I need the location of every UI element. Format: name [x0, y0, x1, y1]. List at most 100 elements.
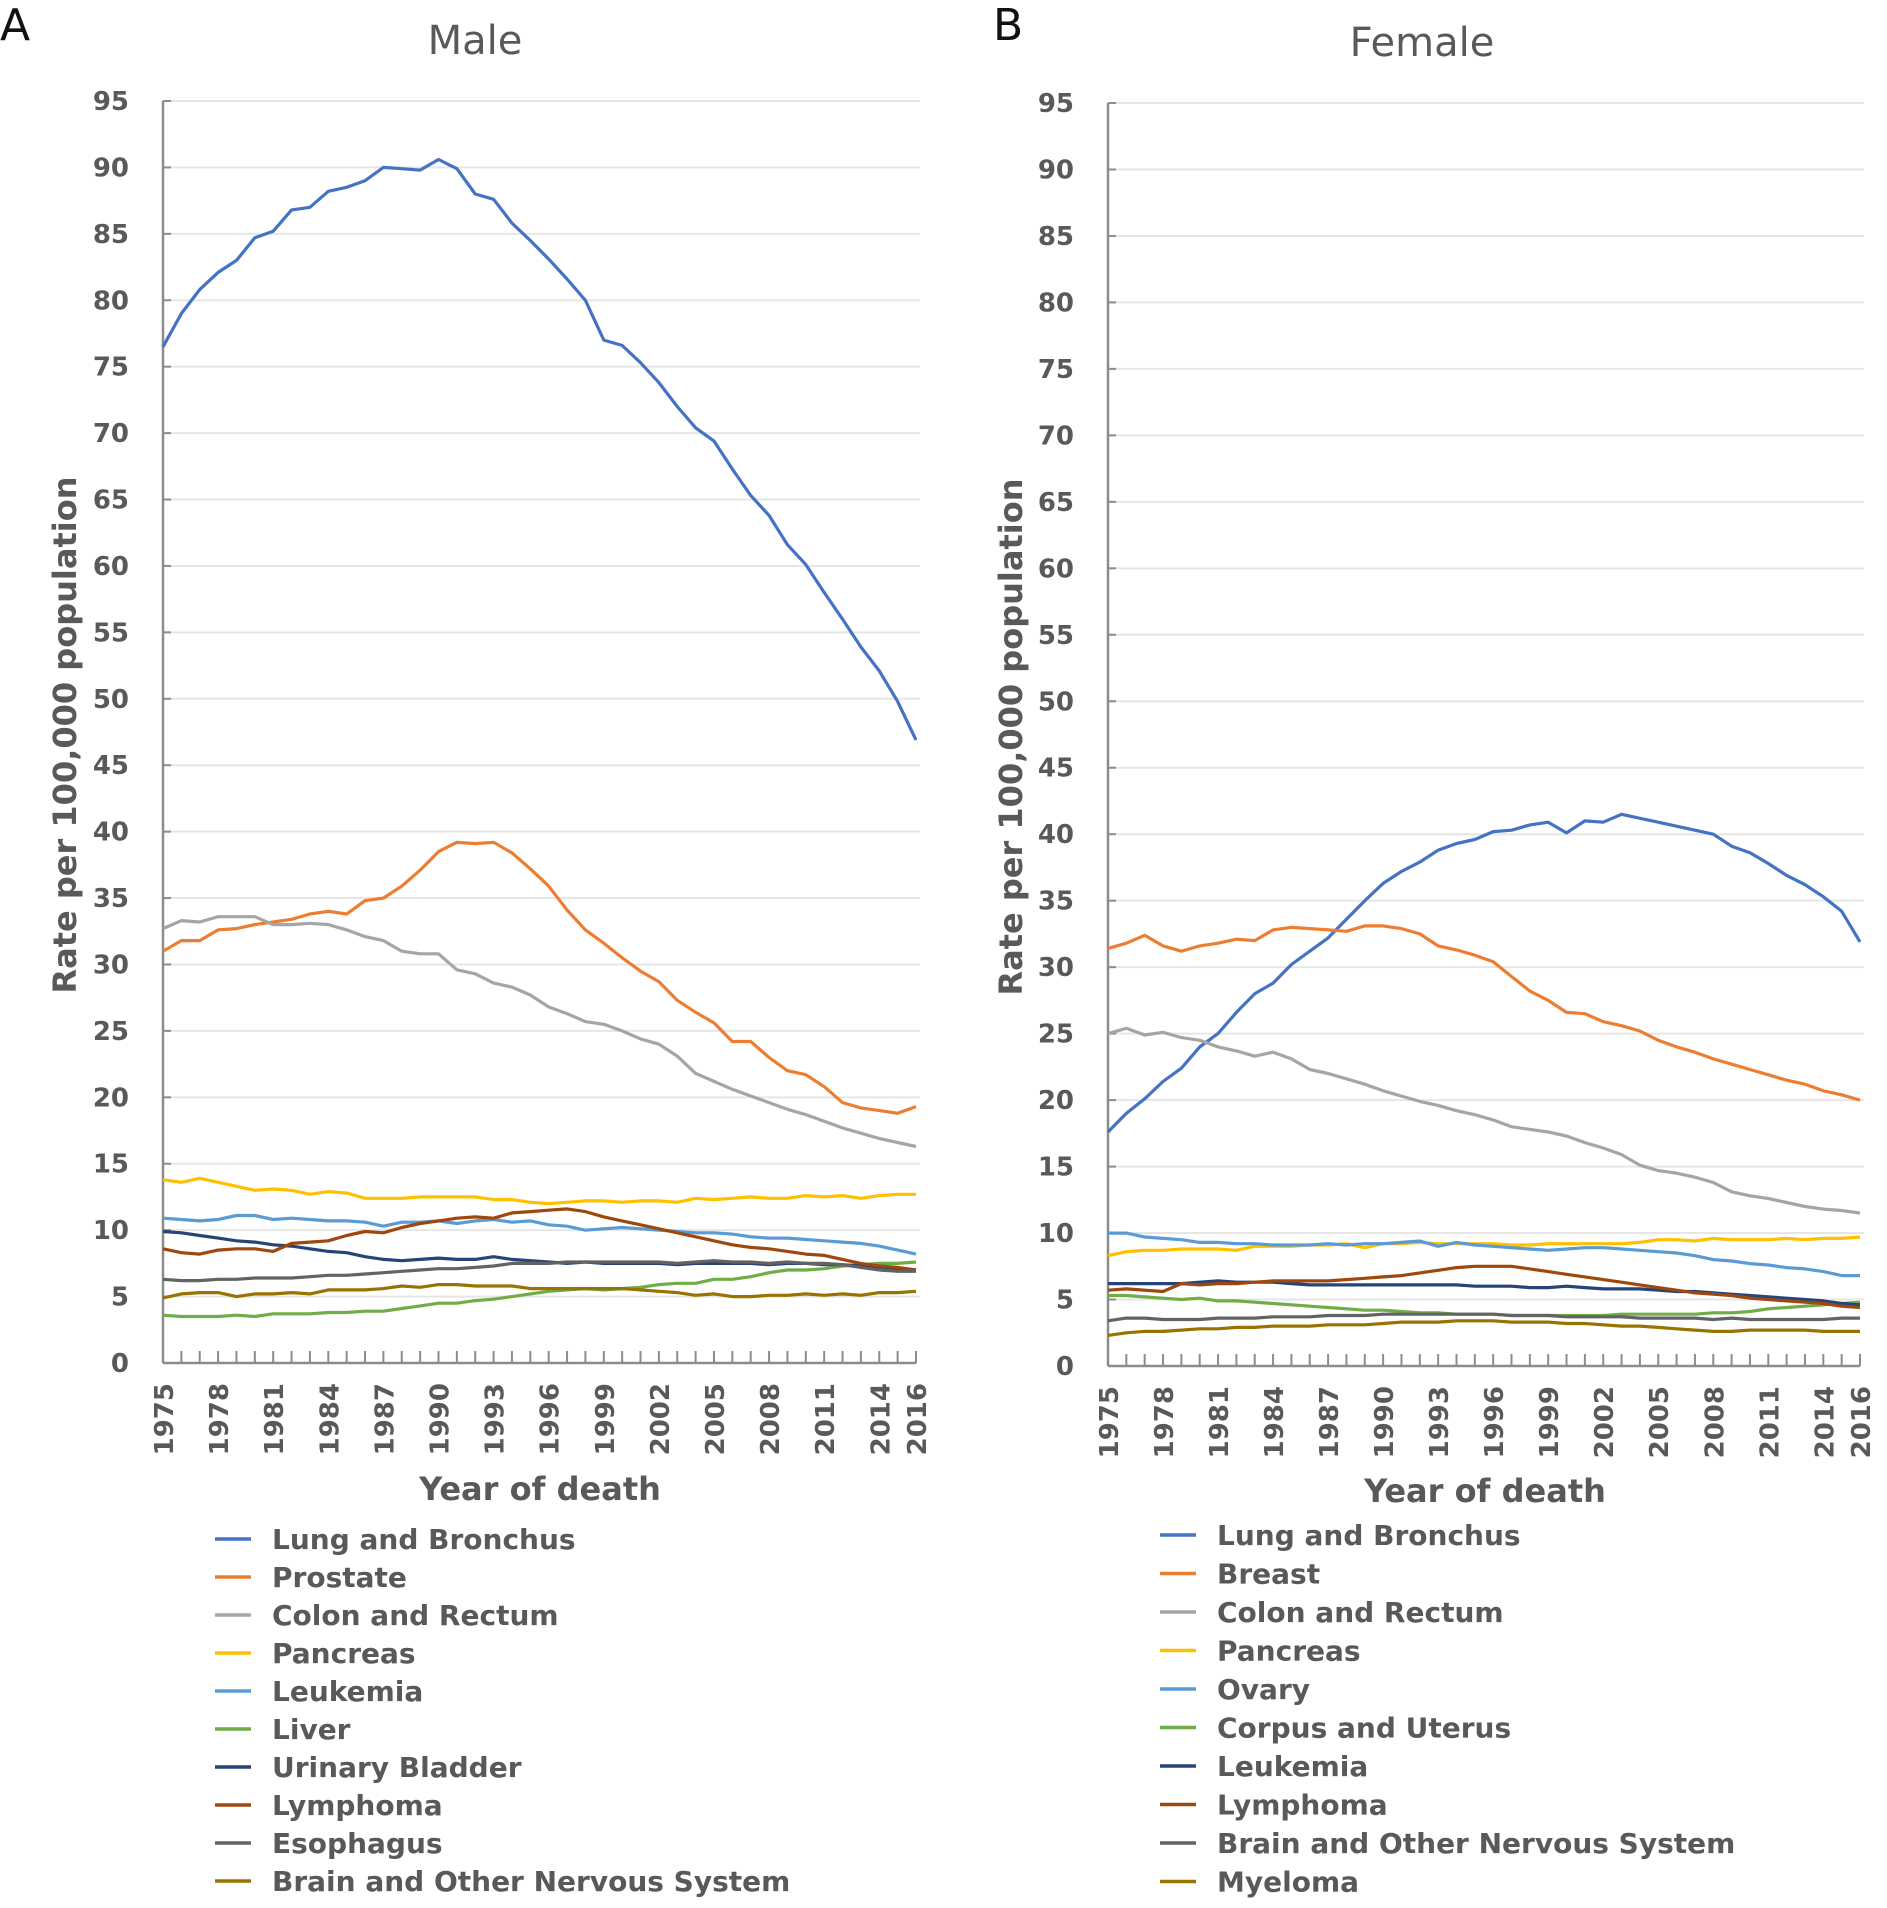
male-axes — [161, 100, 917, 1365]
male-series-lung-and-bronchus — [161, 157, 918, 741]
legend-item: Lung and Bronchus — [215, 1523, 576, 1556]
legend-label: Leukemia — [1217, 1750, 1368, 1783]
legend-item: Colon and Rectum — [1160, 1596, 1504, 1629]
female-x-tick-label: 1978 — [1150, 1386, 1180, 1458]
male-y-tick-label: 15 — [93, 1150, 129, 1180]
male-y-tick-label: 60 — [93, 552, 129, 582]
male-y-axis-title: Rate per 100,000 population — [46, 477, 84, 994]
male-x-tick-label: 1999 — [591, 1383, 621, 1455]
female-y-tick-label: 90 — [1038, 155, 1074, 185]
panel-letter-a: A — [0, 0, 30, 51]
legend-item: Leukemia — [215, 1675, 423, 1708]
female-y-tick-label: 85 — [1038, 222, 1074, 252]
female-x-tick-label: 1984 — [1260, 1386, 1290, 1458]
female-x-tick-label: 2008 — [1700, 1386, 1730, 1458]
legend-label: Liver — [272, 1713, 351, 1746]
male-y-tick-label: 25 — [93, 1017, 129, 1047]
legend-item: Myeloma — [1160, 1866, 1359, 1899]
male-series-brain-and-other-nervous-system — [162, 1283, 917, 1300]
legend-item: Leukemia — [1160, 1750, 1368, 1783]
female-y-tick-label: 30 — [1038, 953, 1074, 983]
female-y-tick-label: 10 — [1038, 1219, 1074, 1249]
male-series-lymphoma — [162, 1207, 917, 1272]
male-y-tick-label: 85 — [93, 220, 129, 250]
legend-item: Pancreas — [215, 1637, 416, 1670]
legend-item: Urinary Bladder — [215, 1751, 522, 1784]
legend-label: Brain and Other Nervous System — [272, 1865, 790, 1898]
female-x-tick-label: 2014 — [1810, 1386, 1840, 1458]
male-y-tick-label: 45 — [93, 751, 129, 781]
male-y-tick-label: 10 — [93, 1216, 129, 1246]
male-x-axis-title: Year of death — [418, 1470, 661, 1508]
legend-label: Pancreas — [1217, 1635, 1361, 1668]
legend-label: Corpus and Uterus — [1217, 1712, 1511, 1745]
female-x-tick-label: 2002 — [1590, 1386, 1620, 1458]
male-y-tick-label: 50 — [93, 685, 129, 715]
female-y-tick-label: 50 — [1038, 687, 1074, 717]
male-chart-title: Male — [428, 18, 523, 64]
male-y-tick-label: 35 — [93, 884, 129, 914]
female-x-tick-label: 1993 — [1425, 1386, 1455, 1458]
male-x-tick-label: 1987 — [370, 1383, 400, 1455]
male-series-leukemia — [162, 1213, 917, 1256]
female-x-tick-label: 2011 — [1755, 1386, 1785, 1458]
male-y-tick-label: 55 — [93, 618, 129, 648]
female-x-tick-label: 2005 — [1645, 1386, 1675, 1458]
female-y-tick-label: 25 — [1038, 1020, 1074, 1050]
male-x-tick-label: 1990 — [425, 1383, 455, 1455]
female-series-lymphoma — [1107, 1264, 1861, 1310]
legend-label: Colon and Rectum — [1217, 1596, 1504, 1629]
male-y-tick-label: 30 — [93, 950, 129, 980]
female-y-tick-label: 65 — [1038, 488, 1074, 518]
male-x-tick-label: 1978 — [205, 1383, 235, 1455]
female-y-tick-labels: 0 5 10 15 20 25 30 35 40 45 50 55 60 65 70 75 80 85 90 95 — [1038, 89, 1074, 1382]
legend-label: Urinary Bladder — [272, 1751, 522, 1784]
panel-letter-b: B — [993, 0, 1023, 51]
legend-item: Lung and Bronchus — [1160, 1519, 1521, 1552]
male-y-tick-labels: 0 5 10 15 20 25 30 35 40 45 50 55 60 65 70 75 80 85 90 95 — [93, 87, 129, 1379]
female-y-tick-label: 80 — [1038, 288, 1074, 318]
male-x-tick-label: 2008 — [756, 1383, 786, 1455]
legend-label: Colon and Rectum — [272, 1599, 559, 1632]
female-x-tick-labels: 1975 1978 1981 1984 1987 1990 1993 1996 1999 2002… — [1095, 1386, 1877, 1458]
female-y-tick-label: 70 — [1038, 421, 1074, 451]
female-series-lines — [1106, 812, 1862, 1337]
female-x-tick-label: 1981 — [1205, 1386, 1235, 1458]
female-x-tick-label: 1990 — [1370, 1386, 1400, 1458]
female-y-tick-label: 40 — [1038, 820, 1074, 850]
legend-item: Esophagus — [215, 1827, 443, 1860]
female-x-tick-label: 1999 — [1535, 1386, 1565, 1458]
legend-label: Lymphoma — [1217, 1789, 1388, 1822]
female-y-tick-label: 15 — [1038, 1153, 1074, 1183]
legend-label: Breast — [1217, 1558, 1320, 1591]
male-y-tick-label: 75 — [93, 353, 129, 383]
male-x-tick-label: 2005 — [701, 1383, 731, 1455]
female-x-tick-label: 1996 — [1480, 1386, 1510, 1458]
male-y-tick-label: 40 — [93, 818, 129, 848]
female-y-tick-label: 35 — [1038, 887, 1074, 917]
female-y-tick-label: 5 — [1056, 1286, 1074, 1316]
female-series-breast — [1107, 924, 1861, 1102]
legend-item: Brain and Other Nervous System — [1160, 1827, 1735, 1860]
female-axes — [1106, 102, 1861, 1368]
female-y-axis-title: Rate per 100,000 population — [992, 479, 1030, 996]
male-series-liver — [162, 1260, 917, 1319]
male-chart-panel: A Male Rate per 100,000 population Year … — [0, 0, 933, 1898]
female-y-tick-label: 45 — [1038, 754, 1074, 784]
male-series-pancreas — [162, 1176, 916, 1206]
male-y-tick-label: 90 — [93, 153, 129, 183]
male-x-tick-label: 2014 — [866, 1383, 896, 1455]
legend-label: Brain and Other Nervous System — [1217, 1827, 1735, 1860]
male-gridlines — [163, 100, 920, 1298]
male-x-tick-label: 1993 — [481, 1383, 511, 1455]
legend-item: Prostate — [215, 1561, 407, 1594]
male-x-tick-label: 2011 — [811, 1383, 841, 1455]
legend-label: Leukemia — [272, 1675, 423, 1708]
male-legend: Lung and Bronchus Prostate Colon and Rectu… — [215, 1523, 790, 1898]
female-series-lung-and-bronchus — [1106, 812, 1862, 1134]
legend-label: Prostate — [272, 1561, 407, 1594]
male-x-tick-label: 2002 — [646, 1383, 676, 1455]
female-x-tick-label: 2016 — [1847, 1386, 1877, 1458]
legend-label: Esophagus — [272, 1827, 443, 1860]
